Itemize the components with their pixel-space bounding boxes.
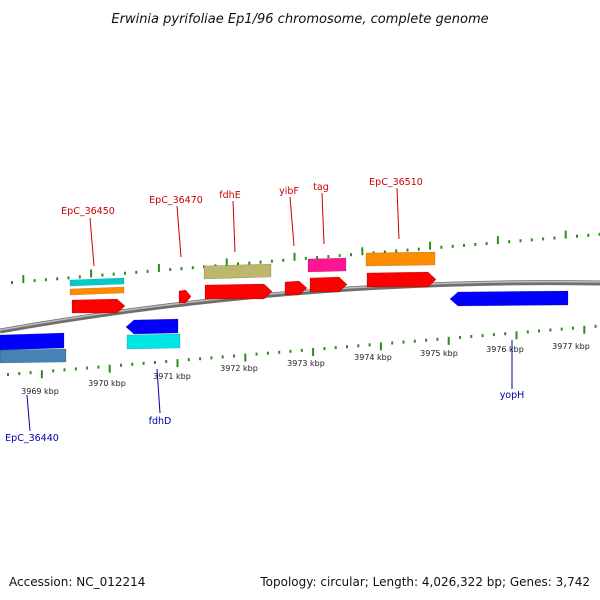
tick-label-3973-kbp: 3973 kbp	[287, 359, 325, 368]
gene-label-epc-36510: EpC_36510	[369, 177, 423, 188]
feature-tag-feature-magenta	[307, 257, 347, 273]
feature-bars	[0, 251, 436, 364]
gene-label-epc-36440: EpC_36440	[5, 433, 59, 444]
gene-label-tag: tag	[313, 182, 329, 193]
feature-fdhd-feature-cyan	[126, 333, 181, 350]
gene-arrow-epc-36470	[178, 289, 192, 304]
gene-label-epc-36450: EpC_36450	[61, 206, 115, 217]
gene-leader-line-yibf	[289, 196, 295, 247]
genome-summary-text: Topology: circular; Length: 4,026,322 bp…	[259, 575, 590, 589]
gene-leader-line-epc-36470	[176, 205, 182, 258]
map-title: Erwinia pyrifoliae Ep1/96 chromosome, co…	[111, 12, 488, 27]
feature-epc-36440-feature-steelblue	[0, 348, 67, 364]
tick-label-3974-kbp: 3974 kbp	[354, 353, 392, 362]
feature-fdhe-feature-khaki	[203, 263, 272, 280]
gene-leader-line-tag	[321, 192, 325, 245]
tick-label-3977-kbp: 3977 kbp	[552, 342, 590, 351]
gene-leader-line-epc-36450	[89, 217, 95, 267]
gene-arrow-fdhd	[125, 318, 179, 335]
gene-arrow-yibf	[284, 280, 308, 296]
gene-arrows	[0, 271, 569, 351]
gene-label-yibf: yibF	[279, 186, 299, 197]
gene-leader-line-epc-36440	[26, 394, 31, 432]
accession-text: Accession: NC_012214	[9, 575, 145, 589]
gene-label-fdhe: fdhE	[219, 190, 240, 201]
gene-arrow-fdhe	[204, 283, 273, 300]
upper-tick-row	[11, 230, 600, 284]
tick-label-3972-kbp: 3972 kbp	[220, 364, 258, 373]
gene-leader-line-fdhe	[232, 200, 236, 253]
tick-label-3971-kbp: 3971 kbp	[153, 372, 191, 381]
gene-arrow-yoph	[449, 290, 569, 307]
tick-label-3975-kbp: 3975 kbp	[420, 349, 458, 358]
feature-epc-36450-feature-cyan	[69, 277, 125, 287]
gene-label-yoph: yopH	[500, 390, 525, 401]
gene-arrow-epc-36450	[71, 298, 126, 314]
feature-epc-36510-feature-orange	[365, 251, 436, 267]
gene-label-fdhd: fdhD	[149, 416, 172, 427]
gene-arrow-epc-36440	[0, 332, 65, 351]
gene-leader-line-epc-36510	[396, 187, 400, 240]
tick-label-3969-kbp: 3969 kbp	[21, 387, 59, 396]
tick-label-row: 3969 kbp 3970 kbp 3971 kbp 3972 kbp 3973 kbp…	[21, 342, 590, 396]
feature-epc-36450-feature-orange	[69, 286, 125, 296]
gene-label-epc-36470: EpC_36470	[149, 195, 203, 206]
gene-arrow-tag	[309, 276, 348, 293]
tick-label-3976-kbp: 3976 kbp	[486, 345, 524, 354]
gene-labels: EpC_36450 EpC_36470 fdhE yibF tag EpC_36510 Ep…	[5, 177, 524, 444]
gene-arrow-epc-36510	[366, 271, 437, 288]
tick-label-3970-kbp: 3970 kbp	[88, 379, 126, 388]
lower-tick-row	[7, 324, 597, 379]
gene-leader-line-fdhd	[156, 368, 161, 414]
